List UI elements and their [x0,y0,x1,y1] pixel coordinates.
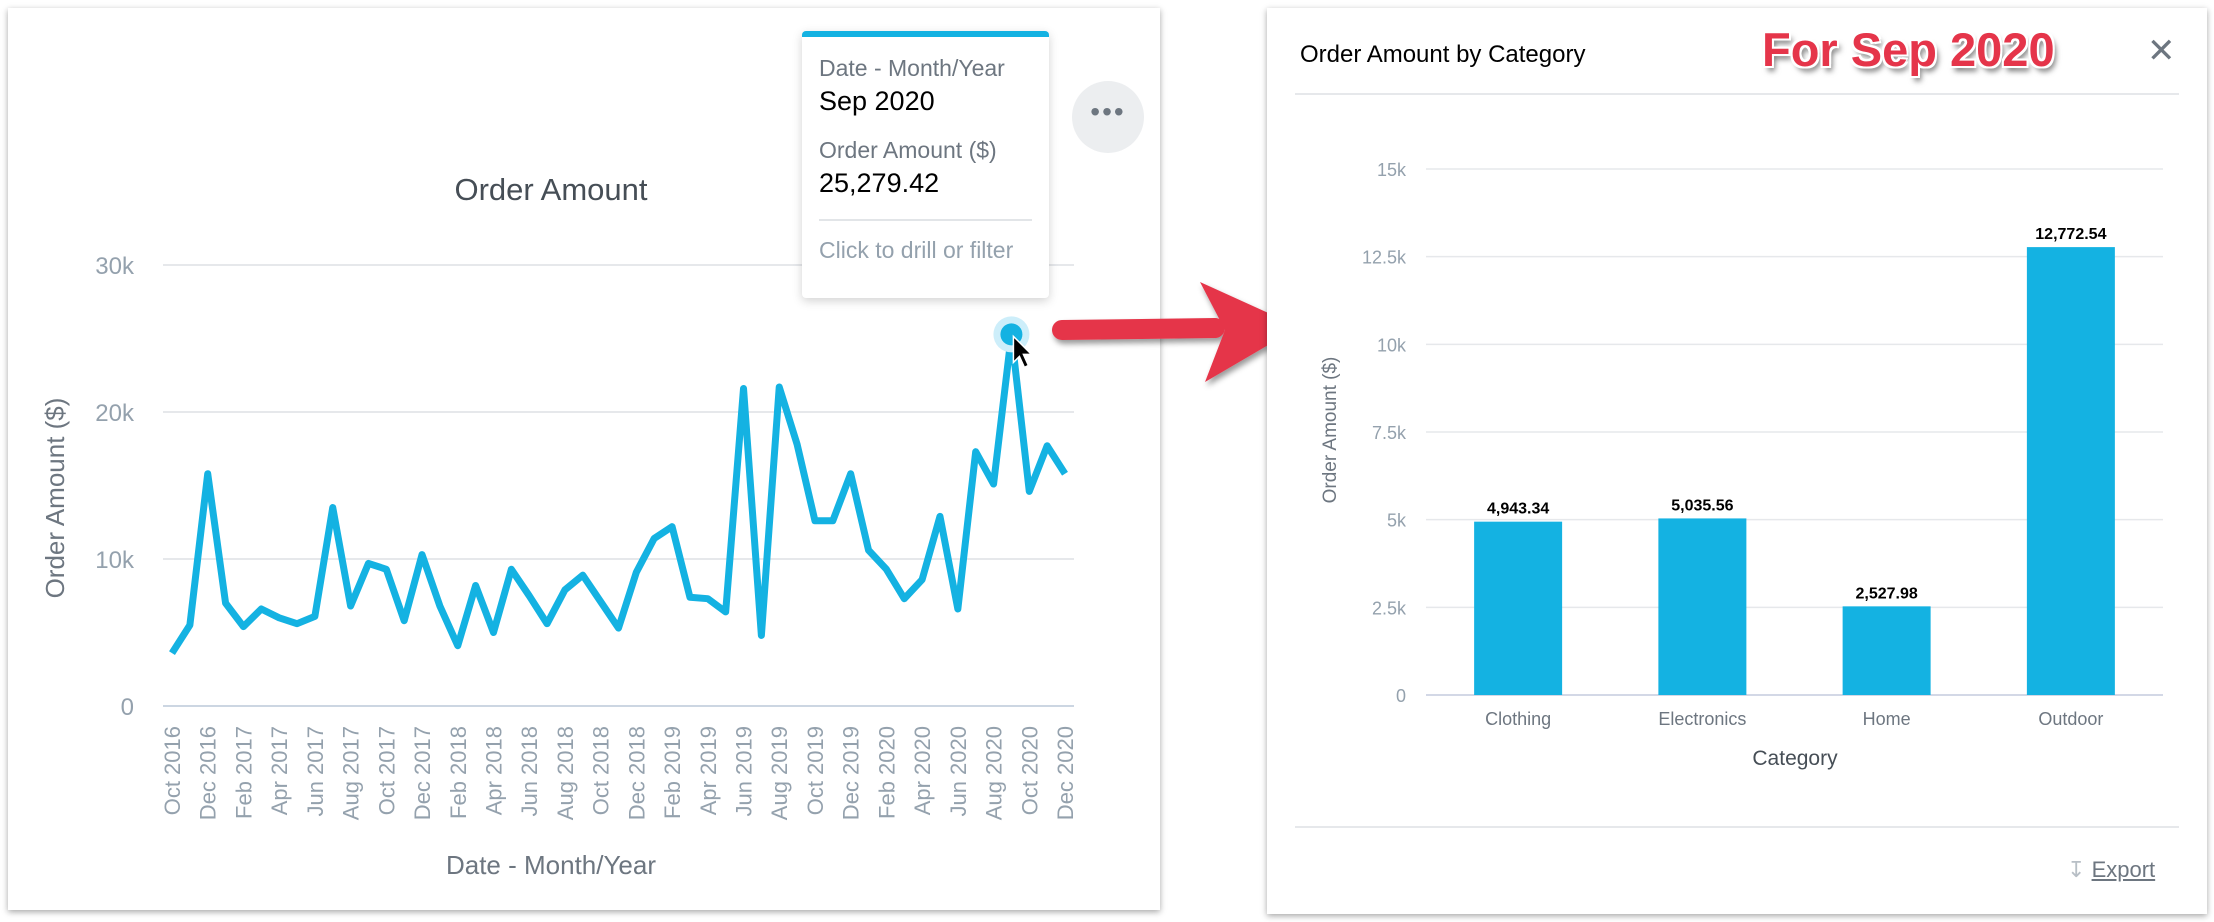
x-tick-label: Clothing [1485,709,1551,729]
y-tick-label: 7.5k [1372,423,1407,443]
dialog-title: Order Amount by Category [1300,41,1586,68]
x-tick-label: Dec 2018 [624,726,649,820]
line-chart-widget: Order Amount 0 10k 20k 30k Order Amount ($) Oc… [8,8,1160,910]
x-tick-label: Apr 2017 [267,726,292,815]
tooltip-drill-hint[interactable]: Click to drill or filter [819,237,1014,263]
x-tick-label: Aug 2020 [982,726,1007,820]
bar-clothing [1474,521,1563,695]
x-tick-label: Aug 2017 [339,726,364,820]
annotation-badge: For Sep 2020 [1762,23,2055,76]
y-tick-label: 20k [95,400,135,427]
chart-tooltip: Date - Month/Year Sep 2020 Order Amount … [802,31,1049,298]
x-tick-label: Electronics [1658,709,1746,729]
x-tick-label: Oct 2018 [589,726,614,815]
tooltip-divider [819,219,1032,221]
bar-outdoor [2026,247,2115,695]
x-tick-label: Dec 2017 [410,726,435,820]
x-tick-label: Feb 2020 [874,726,899,819]
y-axis-title: Order Amount ($) [40,398,70,599]
y-tick-label: 5k [1387,511,1407,531]
x-tick-label: Apr 2019 [696,726,721,815]
tooltip-dimension-value: Sep 2020 [819,86,935,116]
close-icon[interactable]: ✕ [2147,32,2176,70]
y-tick-label: 10k [95,547,135,574]
y-tick-label: 10k [1377,335,1407,355]
x-tick-label: Jun 2020 [946,726,971,817]
x-tick-label: Oct 2019 [803,726,828,815]
x-axis-title: Date - Month/Year [446,850,656,880]
x-tick-label: Jun 2018 [517,726,542,817]
download-icon: ↧ [2067,857,2086,882]
x-tick-label: Apr 2020 [910,726,935,815]
x-tick-label: Oct 2016 [160,726,185,815]
x-tick-label: Aug 2018 [553,726,578,820]
export-label: Export [2091,857,2156,882]
x-tick-label: Jun 2017 [303,726,328,817]
data-label: 4,943.34 [1487,501,1549,518]
x-tick-label: Feb 2018 [446,726,471,819]
export-button[interactable]: ↧ Export [2067,857,2155,883]
bar-electronics [1658,518,1747,695]
x-tick-label: Dec 2016 [196,726,221,820]
more-options-button[interactable]: ••• [1072,81,1144,153]
cursor-icon [1012,334,1034,369]
bar-chart[interactable]: 0 2.5k 5k 7.5k 10k 12.5k 15k Order Amount ($) 4,… [1267,8,2207,914]
x-tick-label: Outdoor [2038,709,2103,729]
y-axis-title: Order Amount ($) [1320,357,1341,504]
y-tick-label: 2.5k [1372,598,1407,618]
x-tick-label: Feb 2019 [660,726,685,819]
y-tick-label: 12.5k [1362,248,1407,268]
x-axis-title: Category [1752,747,1838,770]
y-tick-label: 0 [1396,686,1406,706]
y-tick-label: 15k [1377,160,1407,180]
drill-dialog: Order Amount by Category For Sep 2020 ✕ … [1267,8,2207,914]
chart-title: Order Amount [455,172,648,207]
x-tick-label: Aug 2019 [767,726,792,820]
data-label: 2,527.98 [1855,585,1917,602]
data-label: 5,035.56 [1671,497,1733,514]
bar-home [1842,606,1931,695]
data-label: 12,772.54 [2035,226,2106,243]
x-tick-label: Oct 2017 [374,726,399,815]
tooltip-dimension-label: Date - Month/Year [819,55,1005,81]
y-tick-label: 0 [121,694,134,721]
line-chart[interactable]: Order Amount 0 10k 20k 30k Order Amount ($) Oc… [8,8,1160,910]
x-tick-label: Jun 2019 [732,726,757,817]
x-tick-label: Dec 2019 [839,726,864,820]
x-tick-label: Dec 2020 [1053,726,1078,820]
x-tick-label: Apr 2018 [481,726,506,815]
y-tick-label: 30k [95,253,135,280]
header-divider [1295,93,2179,95]
x-tick-label: Feb 2017 [231,726,256,819]
footer-divider [1295,826,2179,828]
data-line [169,330,1068,655]
x-tick-label: Home [1863,709,1911,729]
tooltip-measure-label: Order Amount ($) [819,137,997,163]
tooltip-measure-value: 25,279.42 [819,168,940,198]
x-tick-label: Oct 2020 [1017,726,1042,815]
